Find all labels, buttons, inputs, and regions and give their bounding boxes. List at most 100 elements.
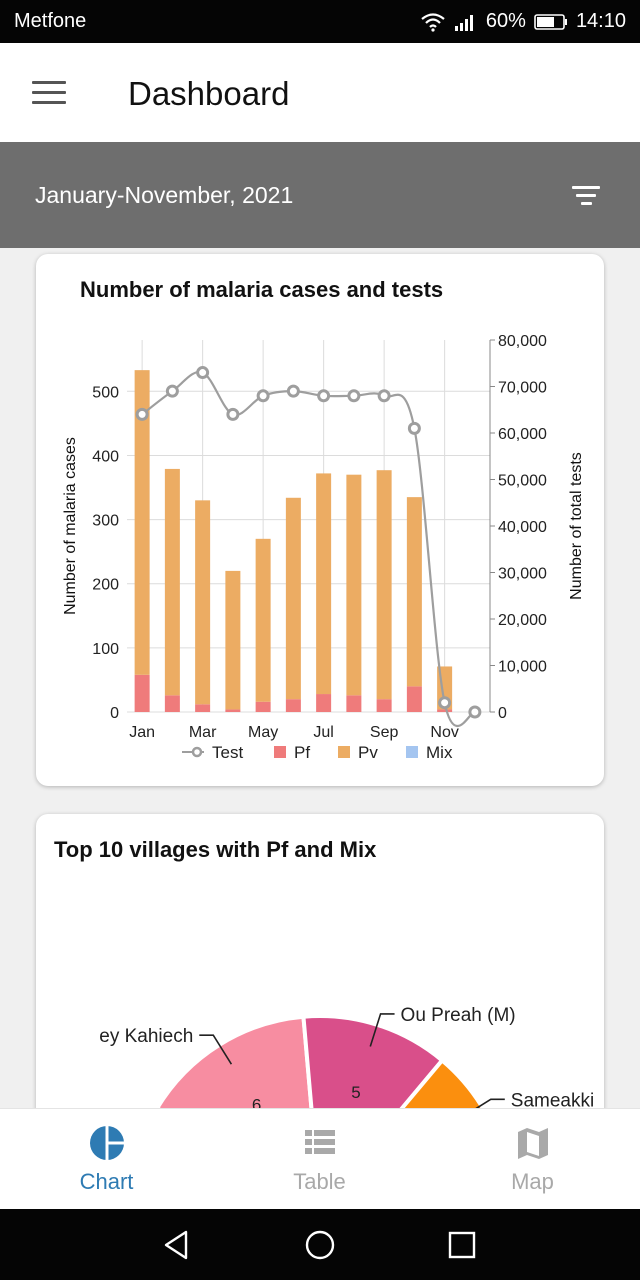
- test-point: [226, 407, 240, 421]
- malaria-cases-chart: 0 100 200 300 400 500 0 10,000 20,000 30,000 40,00…: [62, 333, 585, 762]
- period-bar: January-November, 2021: [0, 142, 640, 248]
- bar-pf: [316, 694, 332, 712]
- bar-pf: [346, 695, 362, 712]
- bar-pv: [134, 370, 150, 675]
- y-tick-label: 300: [92, 513, 119, 530]
- bar-pf: [376, 699, 392, 712]
- pie-slice-label: Ou Preah (M): [401, 1005, 516, 1026]
- test-point: [196, 366, 210, 380]
- legend-label: Test: [212, 743, 243, 762]
- signal-icon: [454, 14, 473, 31]
- x-tick-label: Jan: [129, 724, 155, 741]
- home-icon[interactable]: [302, 1227, 338, 1263]
- back-icon[interactable]: [160, 1227, 196, 1263]
- y-right-tick-label: 30,000: [498, 566, 547, 583]
- bar-pf: [225, 709, 241, 712]
- pie-chart-icon: [89, 1126, 124, 1160]
- test-point: [407, 421, 421, 435]
- y-right-tick-label: 70,000: [498, 380, 547, 397]
- legend-label: Mix: [426, 743, 453, 762]
- nav-map-label: Map: [511, 1169, 554, 1194]
- pie-leader-line: [369, 1013, 395, 1047]
- nav-table-label: Table: [293, 1169, 346, 1194]
- y-right-tick-label: 50,000: [498, 473, 547, 490]
- page-title: Dashboard: [128, 75, 290, 112]
- bar-pf: [406, 686, 422, 712]
- bar-pf: [195, 704, 211, 712]
- test-point: [286, 384, 300, 398]
- y-tick-label: 400: [92, 448, 119, 465]
- bottom-navigation: Chart Table Map: [0, 1108, 640, 1210]
- filter-icon[interactable]: [572, 186, 600, 206]
- app-bar: Dashboard: [0, 43, 640, 142]
- x-tick-label: Jul: [313, 724, 333, 741]
- system-nav-bar: [0, 1209, 640, 1280]
- test-point: [256, 389, 270, 403]
- bar-pv: [316, 473, 332, 695]
- nav-chart[interactable]: Chart: [0, 1109, 213, 1210]
- carrier-name: Metfone: [14, 10, 87, 32]
- bar-pf: [164, 695, 180, 712]
- legend-marker-pf: [274, 746, 286, 758]
- legend-marker-test-point: [191, 746, 203, 758]
- battery-icon: [534, 13, 567, 30]
- nav-chart-label: Chart: [79, 1169, 134, 1194]
- test-line: [141, 370, 476, 728]
- menu-icon[interactable]: [32, 81, 66, 105]
- test-point: [377, 389, 391, 403]
- battery-percent: 60%: [485, 10, 526, 32]
- test-point: [135, 407, 149, 421]
- pie-slice-label: ey Kahiech: [99, 1026, 193, 1047]
- x-tick-label: Sep: [370, 724, 399, 741]
- nav-table[interactable]: Table: [213, 1109, 426, 1210]
- test-point: [165, 384, 179, 398]
- recents-icon[interactable]: [444, 1227, 480, 1263]
- bar-pv: [164, 468, 180, 696]
- test-point: [317, 389, 331, 403]
- period-label: January-November, 2021: [35, 182, 294, 208]
- test-point: [468, 705, 482, 719]
- legend-label: Pf: [294, 743, 310, 762]
- x-tick-label: Nov: [430, 724, 458, 741]
- x-tick-label: May: [248, 724, 278, 741]
- pie-value-label: 5: [351, 1083, 360, 1102]
- y-right-axis-title: Number of total tests: [568, 452, 585, 600]
- bar-pv: [255, 538, 271, 702]
- bar-pf: [255, 701, 271, 712]
- bar-pv: [346, 474, 362, 696]
- malaria-cases-chart-card: Number of malaria cases and tests 0 100 20…: [36, 254, 604, 786]
- bar-pv: [285, 497, 301, 700]
- y-right-tick-label: 60,000: [498, 426, 547, 443]
- pie-leader-line: [199, 1034, 233, 1065]
- y-tick-label: 500: [92, 384, 119, 401]
- bar-pf: [285, 699, 301, 712]
- status-icons: 60% 14:10: [420, 10, 626, 33]
- map-icon: [517, 1128, 548, 1159]
- y-tick-label: 100: [92, 641, 119, 658]
- bar-pv: [225, 570, 241, 710]
- y-tick-label: 200: [92, 577, 119, 594]
- nav-map[interactable]: Map: [426, 1109, 639, 1210]
- y-tick-label: 0: [110, 705, 119, 722]
- bar-pv: [195, 500, 211, 705]
- test-point: [347, 389, 361, 403]
- bar-pv: [376, 470, 392, 700]
- y-axis-title: Number of malaria cases: [62, 437, 79, 615]
- clock: 14:10: [575, 10, 626, 32]
- y-right-tick-label: 20,000: [498, 612, 547, 629]
- test-point: [438, 696, 452, 710]
- bar-pf: [134, 674, 150, 712]
- x-tick-label: Mar: [189, 724, 217, 741]
- legend-label: Pv: [358, 743, 378, 762]
- wifi-icon: [421, 12, 445, 32]
- y-right-tick-label: 0: [498, 705, 507, 722]
- legend-marker-mix: [406, 746, 418, 758]
- table-icon: [304, 1130, 335, 1154]
- y-right-tick-label: 10,000: [498, 659, 547, 676]
- bar-pv: [406, 497, 422, 687]
- y-right-tick-label: 80,000: [498, 333, 547, 350]
- y-right-tick-label: 40,000: [498, 519, 547, 536]
- legend-marker-pv: [338, 746, 350, 758]
- bar-pf: [437, 709, 453, 712]
- pie-slice-label: Sameakki: [511, 1090, 594, 1111]
